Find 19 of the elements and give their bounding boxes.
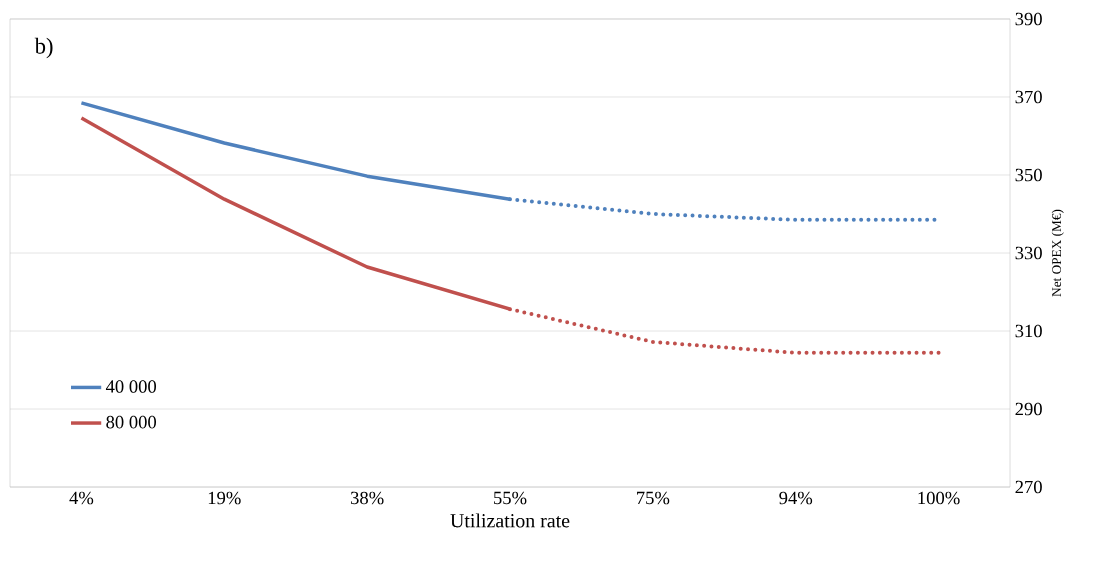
x-axis-title: Utilization rate bbox=[450, 513, 570, 528]
y-tick-label: 390 bbox=[1015, 12, 1042, 26]
x-tick-label: 38% bbox=[351, 491, 384, 505]
y-axis-title: Net OPEX (M€) bbox=[1051, 209, 1064, 297]
y-tick-label: 330 bbox=[1015, 246, 1042, 260]
y-tick-label: 350 bbox=[1015, 168, 1042, 182]
x-tick-label: 19% bbox=[208, 491, 241, 505]
y-tick-label: 290 bbox=[1015, 402, 1042, 416]
legend-label: 80 000 bbox=[106, 415, 157, 429]
y-tick-label: 310 bbox=[1015, 324, 1042, 338]
y-tick-label: 270 bbox=[1015, 480, 1042, 494]
annotation: b) bbox=[34, 37, 53, 59]
y-tick-label: 370 bbox=[1015, 90, 1042, 104]
x-tick-label: 100% bbox=[918, 491, 960, 505]
x-tick-label: 55% bbox=[494, 491, 527, 505]
legend-label: 40 000 bbox=[105, 380, 157, 393]
x-tick-label: 4% bbox=[69, 491, 94, 505]
x-tick-label: 75% bbox=[637, 491, 670, 505]
x-tick-label: 94% bbox=[779, 491, 813, 505]
